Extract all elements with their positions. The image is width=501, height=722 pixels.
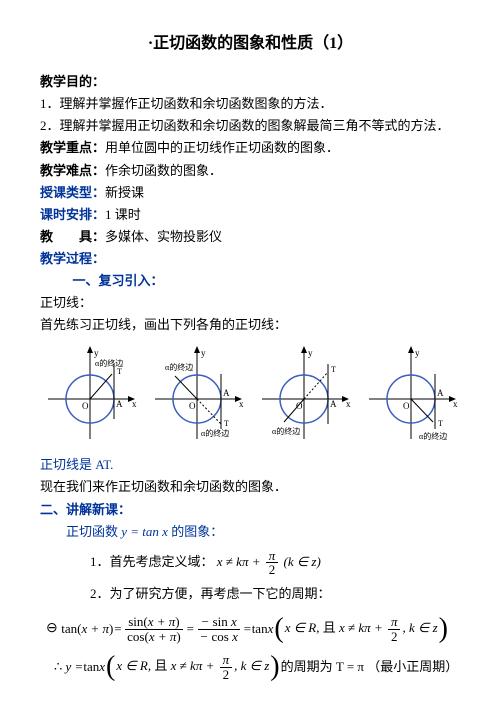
- svg-text:A: A: [116, 399, 123, 409]
- svg-text:T: T: [438, 419, 443, 428]
- svg-text:y: y: [415, 348, 420, 358]
- difficulty-row: 教学难点：作余切函数的图象．: [40, 160, 461, 182]
- tool-label: 教 具：: [40, 229, 105, 244]
- period-row: 课时安排：1 课时: [40, 204, 461, 226]
- tangent-is-at: 正切线是 AT.: [40, 454, 461, 476]
- svg-text:A: A: [223, 388, 230, 398]
- step-2: 2．为了研究方便，再考虑一下它的周期：: [90, 583, 461, 605]
- period-label: 课时安排：: [40, 207, 105, 222]
- process-label: 教学过程：: [40, 251, 105, 266]
- period-derivation: ⊖ tan(x + π) = sin(x + π)cos(x + π) = − …: [46, 615, 461, 643]
- goals-label: 教学目的：: [40, 74, 105, 89]
- svg-text:O: O: [403, 401, 410, 411]
- type-row: 授课类型：新授课: [40, 182, 461, 204]
- tool-text: 多媒体、实物投影仪: [105, 229, 222, 244]
- tangent-desc: 首先练习正切线，画出下列各角的正切线：: [40, 314, 461, 336]
- difficulty-label: 教学难点：: [40, 163, 105, 178]
- svg-text:O: O: [189, 401, 196, 411]
- therefore-icon: ∴: [54, 656, 66, 678]
- goal-2: 2．理解并掌握用正切函数和余切函数的图象解最简三角不等式的方法．: [40, 115, 461, 137]
- svg-text:T: T: [117, 367, 122, 376]
- keypoint-row: 教学重点：用单位圆中的正切线作正切函数的图象．: [40, 137, 461, 159]
- period-conclusion: ∴ y = tan x ( x ∈ R, 且 x ≠ kπ + π2, k ∈ …: [54, 653, 461, 681]
- svg-text:O: O: [82, 401, 89, 411]
- svg-text:α的终边: α的终边: [201, 428, 229, 438]
- tan-graph-heading: 正切函数 y = tan x 的图象：: [40, 521, 461, 543]
- section-2-heading: 二、讲解新课：: [40, 499, 461, 521]
- step1-label: 1．首先考虑定义域：: [90, 554, 214, 569]
- svg-text:A: A: [330, 399, 337, 409]
- section-1-heading: 一、复习引入：: [73, 270, 462, 292]
- difficulty-text: 作余切函数的图象．: [105, 163, 222, 178]
- tangent-line-label: 正切线：: [40, 292, 461, 314]
- step-1: 1．首先考虑定义域： x ≠ kπ + π2 (k ∈ z): [90, 549, 461, 577]
- keypoint-label: 教学重点：: [40, 140, 105, 155]
- svg-text:y: y: [94, 348, 99, 358]
- svg-text:α的终边: α的终边: [272, 426, 300, 436]
- tool-row: 教 具：多媒体、实物投影仪: [40, 226, 461, 248]
- period-tail: 的周期为 T = π （最小正周期）: [281, 656, 459, 678]
- page-title: ·正切函数的图象和性质（1）: [40, 30, 461, 57]
- svg-text:x: x: [453, 399, 458, 409]
- svg-text:A: A: [437, 388, 444, 398]
- svg-text:T: T: [331, 365, 336, 374]
- period-text: 1 课时: [105, 207, 141, 222]
- svg-text:α的终边: α的终边: [95, 358, 123, 368]
- type-label: 授课类型：: [40, 185, 105, 200]
- svg-text:x: x: [239, 399, 244, 409]
- unit-circle-1: y x O A T α的终边: [40, 344, 140, 444]
- now-text: 现在我们来作正切函数和余切函数的图象．: [40, 476, 461, 498]
- svg-text:y: y: [201, 348, 206, 358]
- step2-text: 2．为了研究方便，再考虑一下它的周期：: [90, 586, 331, 601]
- unit-circle-4: y x O A T α的终边: [361, 344, 461, 444]
- unit-circle-2: y x O A T α的终边 α的终边: [147, 344, 247, 444]
- svg-text:O: O: [296, 401, 303, 411]
- svg-text:α的终边: α的终边: [419, 431, 447, 441]
- svg-text:x: x: [346, 399, 351, 409]
- process-heading: 教学过程：: [40, 248, 461, 270]
- keypoint-text: 用单位圆中的正切线作正切函数的图象．: [105, 140, 339, 155]
- goals-heading: 教学目的：: [40, 71, 461, 93]
- svg-text:y: y: [308, 348, 313, 358]
- svg-text:x: x: [132, 399, 137, 409]
- svg-text:α的终边: α的终边: [165, 362, 193, 372]
- svg-text:T: T: [224, 419, 229, 428]
- tan-head-pre: 正切函数: [66, 524, 121, 539]
- tan-head-post: 的图象：: [168, 524, 223, 539]
- unit-circle-diagrams: y x O A T α的终边 y x O A T α的终边 α的终边 y x O…: [40, 344, 461, 444]
- tan-head-expr: y = tan x: [121, 524, 168, 539]
- goal-1: 1．理解并掌握作正切函数和余切函数图象的方法．: [40, 93, 461, 115]
- type-text: 新授课: [105, 185, 144, 200]
- unit-circle-3: y x O A T α的终边: [254, 344, 354, 444]
- because-icon: ⊖: [46, 617, 61, 641]
- domain-formula: x ≠ kπ + π2 (k ∈ z): [217, 554, 321, 569]
